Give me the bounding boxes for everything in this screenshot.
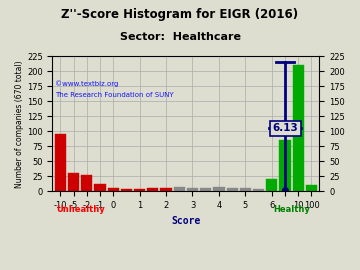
Bar xyxy=(55,134,66,191)
Bar xyxy=(306,185,317,191)
Bar xyxy=(161,188,172,191)
Text: Unhealthy: Unhealthy xyxy=(56,205,104,214)
Text: The Research Foundation of SUNY: The Research Foundation of SUNY xyxy=(55,92,174,98)
Y-axis label: Number of companies (670 total): Number of companies (670 total) xyxy=(15,60,24,188)
Bar xyxy=(174,187,185,191)
Bar xyxy=(200,188,211,191)
Text: 6.13: 6.13 xyxy=(272,123,298,133)
Bar xyxy=(68,173,79,191)
Bar xyxy=(108,188,119,191)
Text: Healthy: Healthy xyxy=(273,205,310,214)
Bar xyxy=(121,189,132,191)
Bar xyxy=(279,140,291,191)
Text: ©www.textbiz.org: ©www.textbiz.org xyxy=(55,80,118,87)
Bar xyxy=(293,65,304,191)
Text: Score: Score xyxy=(171,216,201,226)
Text: Z''-Score Histogram for EIGR (2016): Z''-Score Histogram for EIGR (2016) xyxy=(62,8,298,21)
Text: Sector:  Healthcare: Sector: Healthcare xyxy=(120,32,240,42)
Bar xyxy=(187,188,198,191)
Bar xyxy=(81,175,93,191)
Bar xyxy=(147,188,158,191)
Bar xyxy=(213,187,225,191)
Bar xyxy=(266,179,278,191)
Bar xyxy=(240,188,251,191)
Bar xyxy=(226,188,238,191)
Bar xyxy=(134,189,145,191)
Bar xyxy=(94,184,105,191)
Bar xyxy=(253,189,264,191)
